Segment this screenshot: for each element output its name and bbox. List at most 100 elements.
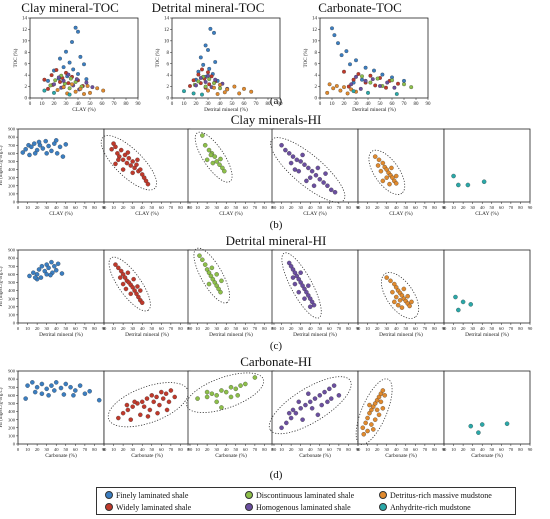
y-tick-label: 400 bbox=[8, 409, 16, 414]
x-tick-label: 50 bbox=[403, 326, 408, 331]
y-tick-label: 12 bbox=[22, 28, 28, 33]
x-tick-label: 20 bbox=[35, 205, 40, 210]
x-tick-label: 30 bbox=[44, 326, 49, 331]
x-tick-label: 20 bbox=[461, 326, 466, 331]
x-tick-label: 10 bbox=[25, 205, 30, 210]
plot-frame bbox=[271, 370, 359, 445]
x-tick-label: 10 bbox=[25, 447, 30, 452]
data-point-detritus bbox=[395, 302, 401, 308]
data-point-finely bbox=[82, 62, 86, 67]
data-point-finely bbox=[44, 272, 49, 277]
plot-frame bbox=[187, 249, 275, 324]
data-point-detritus bbox=[382, 393, 388, 398]
y-tick-label: 500 bbox=[8, 159, 16, 164]
data-point-homogenous bbox=[206, 73, 210, 78]
legend-item-detritus: Detritus-rich massive mudstone bbox=[379, 491, 492, 501]
data-point-finely bbox=[336, 41, 340, 46]
data-point-widely bbox=[191, 78, 196, 83]
x-tick-label: 90 bbox=[426, 102, 432, 107]
x-axis-label: Detrital mineral (%) bbox=[209, 331, 253, 338]
data-point-homogenous bbox=[302, 296, 307, 301]
x-tick-label: 80 bbox=[414, 102, 420, 107]
data-point-finely bbox=[46, 265, 51, 271]
y-tick-label: 12 bbox=[312, 28, 318, 33]
y-tick-label: 600 bbox=[8, 393, 16, 398]
x-tick-label: 20 bbox=[375, 447, 380, 452]
plot-frame bbox=[357, 128, 445, 203]
data-point-widely bbox=[196, 72, 201, 77]
x-tick-label: 40 bbox=[140, 447, 145, 452]
x-tick-label: 90 bbox=[442, 326, 447, 331]
data-point-anhydrite bbox=[67, 92, 72, 97]
chart-panel-10: 0 10 20 30 40 50 60 70 80 90010020030040050060070… bbox=[0, 248, 107, 338]
data-point-finely bbox=[402, 78, 406, 83]
x-tick-label: 20 bbox=[52, 102, 58, 107]
data-point-homogenous bbox=[84, 80, 89, 85]
data-point-discontinuous bbox=[196, 79, 201, 84]
data-point-homogenous bbox=[286, 410, 292, 416]
x-tick-label: 80 bbox=[178, 447, 183, 452]
x-tick-label: 50 bbox=[230, 102, 236, 107]
x-tick-label: 0 bbox=[443, 326, 446, 331]
data-point-finely bbox=[53, 138, 59, 143]
data-point-finely bbox=[46, 393, 51, 398]
data-point-discontinuous bbox=[48, 83, 53, 88]
x-tick-label: 30 bbox=[384, 447, 389, 452]
x-tick-label: 90 bbox=[188, 326, 193, 331]
data-point-widely bbox=[138, 412, 143, 418]
data-point-finely bbox=[52, 388, 57, 393]
data-point-discontinuous bbox=[218, 156, 223, 162]
data-point-discontinuous bbox=[390, 78, 394, 83]
data-point-detritus bbox=[369, 422, 374, 427]
data-point-discontinuous bbox=[214, 399, 219, 405]
data-point-homogenous bbox=[317, 393, 323, 398]
x-axis-label: Detrital mineral (%) bbox=[204, 106, 248, 113]
data-point-homogenous bbox=[349, 82, 354, 87]
data-point-finely bbox=[40, 146, 46, 151]
data-point-finely bbox=[27, 152, 32, 158]
data-point-homogenous bbox=[290, 275, 296, 280]
trend-ellipse bbox=[193, 247, 231, 304]
data-point-discontinuous bbox=[375, 76, 380, 81]
data-point-finely bbox=[73, 25, 78, 30]
x-tick-label: 10 bbox=[365, 447, 370, 452]
data-point-homogenous bbox=[198, 76, 203, 80]
data-point-homogenous bbox=[325, 183, 330, 189]
x-tick-label: 50 bbox=[489, 447, 494, 452]
x-tick-label: 60 bbox=[73, 447, 78, 452]
data-point-detritus bbox=[393, 294, 399, 300]
x-tick-label: 60 bbox=[390, 102, 396, 107]
data-point-detritus bbox=[372, 154, 378, 159]
data-point-detritus bbox=[405, 293, 410, 299]
data-point-widely bbox=[124, 160, 130, 166]
y-tick-label: 600 bbox=[8, 151, 16, 156]
chart-panel-8: 0 10 20 30 40 50 60 70 80 90 CLAY (%) bbox=[357, 128, 447, 217]
data-point-finely bbox=[360, 77, 364, 82]
x-axis-label: Carbonate (%) bbox=[385, 452, 417, 459]
x-tick-label: 40 bbox=[224, 447, 229, 452]
data-point-widely bbox=[135, 284, 140, 289]
x-tick-label: 70 bbox=[423, 205, 428, 210]
data-point-detritus bbox=[390, 289, 395, 295]
x-tick-label: 10 bbox=[279, 326, 284, 331]
data-point-finely bbox=[354, 58, 358, 63]
x-tick-label: 20 bbox=[35, 447, 40, 452]
data-point-detritus bbox=[327, 82, 332, 87]
x-tick-label: 20 bbox=[205, 326, 210, 331]
data-point-detritus bbox=[372, 417, 378, 422]
data-point-widely bbox=[128, 163, 134, 168]
x-tick-label: 40 bbox=[54, 447, 59, 452]
data-point-discontinuous bbox=[67, 86, 72, 91]
chart-panel-1: 0 10 20 30 40 50 60 70 80 90 0 2 4 6 8 10 12 14 TOC (%) CLA… bbox=[14, 17, 141, 113]
data-point-discontinuous bbox=[204, 389, 210, 395]
y-tick-label: 2 bbox=[25, 85, 28, 90]
x-tick-label: 80 bbox=[432, 326, 437, 331]
x-axis-label: Detrital mineral (%) bbox=[379, 331, 423, 338]
x-tick-label: 60 bbox=[243, 326, 248, 331]
x-tick-label: 70 bbox=[253, 326, 258, 331]
data-point-discontinuous bbox=[204, 394, 210, 400]
plot-frame bbox=[187, 370, 275, 445]
data-point-widely bbox=[164, 407, 170, 413]
section-title-6: Carbonate-HI bbox=[240, 354, 311, 369]
data-point-finely bbox=[207, 66, 212, 71]
